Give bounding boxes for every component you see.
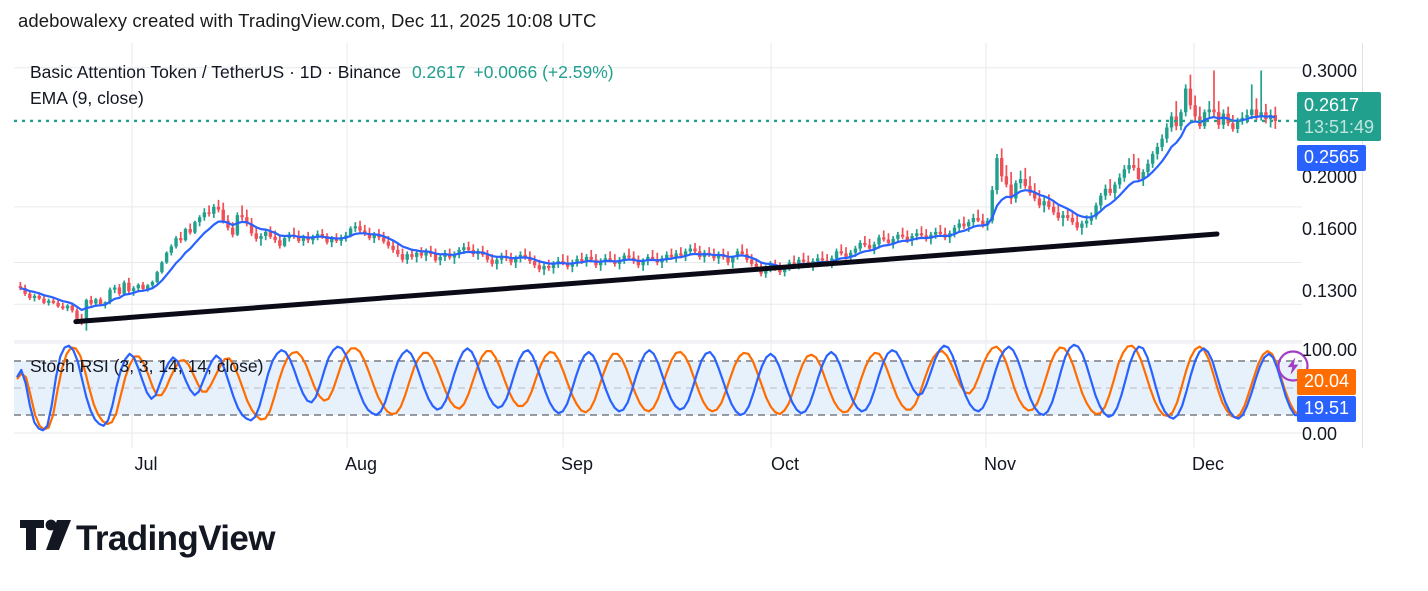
- price-change-label: +0.0066 (+2.59%): [473, 62, 614, 82]
- last-price-badge-value: 0.2617: [1304, 95, 1360, 115]
- stoch-tick-0: 0.00: [1302, 424, 1338, 444]
- time-tick-dec: Dec: [1191, 454, 1225, 474]
- chart-panes[interactable]: [14, 43, 1302, 448]
- zap-icon[interactable]: [1276, 349, 1310, 383]
- chart-area[interactable]: Basic Attention Token / TetherUS · 1D · …: [14, 43, 1414, 448]
- symbol-label: Basic Attention Token / TetherUS · 1D · …: [30, 62, 401, 82]
- axis-separator: [1362, 43, 1363, 448]
- last-price-badge[interactable]: 0.2617 13:51:49: [1297, 92, 1382, 141]
- price-tick-2: 0.1600: [1302, 219, 1358, 239]
- price-tick-3: 0.1300: [1302, 281, 1358, 301]
- time-tick-jul: Jul: [134, 454, 158, 474]
- stoch-d-badge[interactable]: 20.04: [1297, 369, 1357, 395]
- last-price-label: 0.2617: [411, 62, 466, 82]
- time-scale[interactable]: Jul Aug Sep Oct Nov Dec: [14, 448, 1414, 482]
- ema-value-badge[interactable]: 0.2565: [1297, 145, 1367, 171]
- ema-indicator-legend[interactable]: EMA (9, close): [30, 88, 144, 108]
- stoch-rsi-indicator-legend[interactable]: Stoch RSI (3, 3, 14, 14, close): [30, 356, 264, 376]
- attribution-text: adebowalexy created with TradingView.com…: [18, 10, 597, 31]
- time-tick-sep: Sep: [560, 454, 594, 474]
- tradingview-wordmark: TradingView: [76, 519, 276, 558]
- price-tick-0: 0.3000: [1302, 61, 1358, 81]
- price-tick-1: 0.2000: [1302, 167, 1358, 187]
- main-series-legend[interactable]: Basic Attention Token / TetherUS · 1D · …: [30, 59, 614, 85]
- stoch-tick-100: 100.00: [1302, 340, 1358, 360]
- time-tick-nov: Nov: [983, 454, 1017, 474]
- stoch-k-badge[interactable]: 19.51: [1297, 396, 1357, 422]
- chart-canvas[interactable]: [14, 43, 1302, 448]
- tradingview-logo-icon: [20, 519, 71, 550]
- price-scale[interactable]: 0.3000 0.2000 0.1600 0.1300 0.2617 13:51…: [1288, 43, 1428, 448]
- bar-countdown: 13:51:49: [1304, 117, 1375, 137]
- time-tick-oct: Oct: [770, 454, 800, 474]
- time-tick-aug: Aug: [344, 454, 378, 474]
